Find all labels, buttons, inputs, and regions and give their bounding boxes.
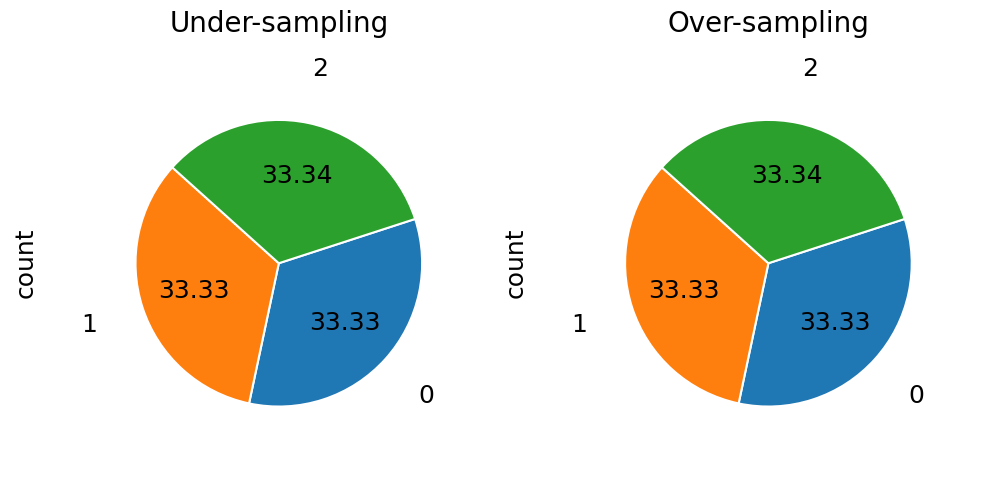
Text: 1: 1 (571, 313, 587, 337)
Title: Under-sampling: Under-sampling (169, 10, 388, 38)
Wedge shape (662, 120, 905, 263)
Title: Over-sampling: Over-sampling (667, 10, 869, 38)
Wedge shape (172, 120, 415, 263)
Text: 33.34: 33.34 (751, 164, 823, 188)
Text: 0: 0 (908, 384, 924, 408)
Text: 2: 2 (802, 56, 818, 80)
Wedge shape (625, 168, 768, 404)
Text: count: count (503, 228, 527, 298)
Text: 0: 0 (419, 384, 435, 408)
Text: count: count (14, 228, 38, 298)
Text: 33.33: 33.33 (309, 310, 381, 334)
Text: 2: 2 (312, 56, 328, 80)
Text: 33.33: 33.33 (799, 310, 870, 334)
Text: 1: 1 (82, 313, 98, 337)
Text: 33.34: 33.34 (261, 164, 333, 188)
Wedge shape (136, 168, 279, 404)
Text: 33.33: 33.33 (648, 278, 720, 302)
Wedge shape (739, 219, 912, 406)
Wedge shape (249, 219, 422, 406)
Text: 33.33: 33.33 (159, 278, 230, 302)
